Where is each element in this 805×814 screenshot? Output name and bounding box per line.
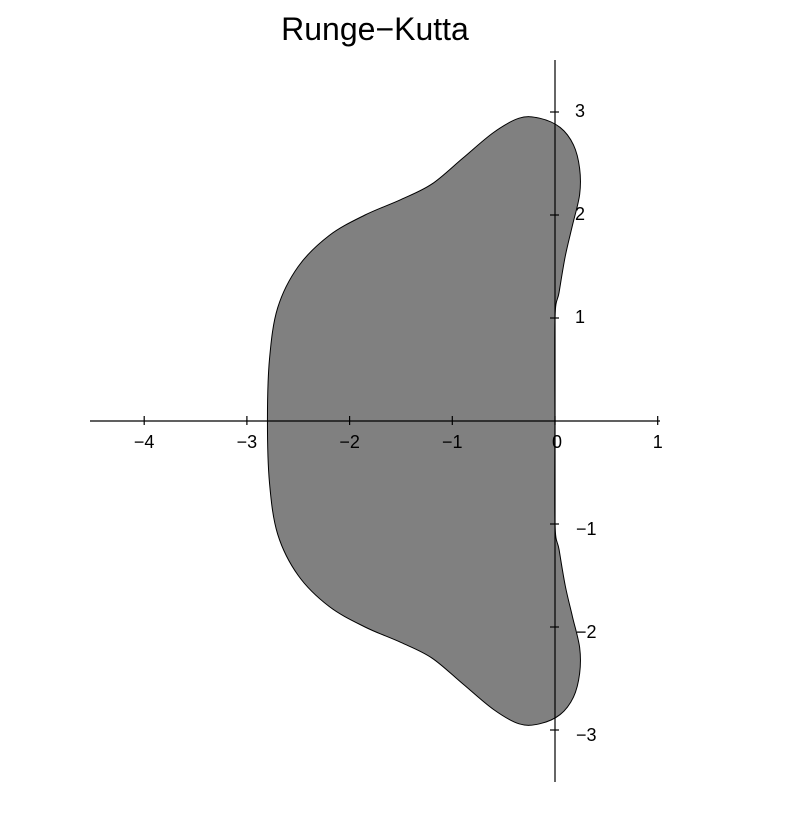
x-tick-label: −2 bbox=[339, 432, 360, 452]
y-tick-label: −2 bbox=[576, 622, 597, 642]
x-tick-label: −1 bbox=[442, 432, 463, 452]
y-tick-label: 2 bbox=[575, 204, 585, 224]
y-tick-label: 1 bbox=[575, 307, 585, 327]
y-tick-label: −3 bbox=[576, 725, 597, 745]
ticks-layer: −4 −3 −2 −1 0 1 3 2 1 −1 −2 −3 bbox=[134, 101, 663, 745]
x-tick-label: −3 bbox=[237, 432, 258, 452]
x-tick-label: 1 bbox=[653, 432, 663, 452]
x-tick-label: −4 bbox=[134, 432, 155, 452]
chart-title: Runge−Kutta bbox=[281, 11, 469, 47]
y-tick-label: 3 bbox=[575, 101, 585, 121]
x-tick-label: 0 bbox=[552, 432, 562, 452]
y-tick-label: −1 bbox=[576, 519, 597, 539]
